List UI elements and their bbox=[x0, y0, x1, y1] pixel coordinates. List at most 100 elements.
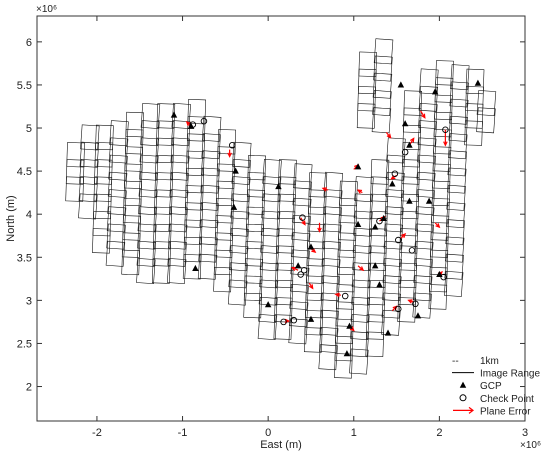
plane-error-arrowhead bbox=[435, 223, 441, 229]
legend-label-plane_error: Plane Error bbox=[480, 406, 531, 417]
gcp-point bbox=[397, 81, 405, 88]
image-range-frame bbox=[349, 331, 370, 358]
image-range-frame bbox=[259, 245, 280, 272]
image-range-frame bbox=[288, 301, 309, 328]
image-range-frame bbox=[358, 51, 378, 77]
y-axis-label: North (m) bbox=[5, 195, 17, 241]
image-range-frame bbox=[156, 120, 175, 146]
image-range-frame bbox=[371, 107, 392, 134]
image-range-frame bbox=[383, 240, 403, 267]
y-tick-label: 5 bbox=[26, 123, 32, 135]
image-range-frame bbox=[182, 254, 202, 280]
image-range-frame bbox=[121, 232, 141, 258]
image-range-frame bbox=[372, 72, 393, 99]
image-range-frame bbox=[214, 215, 234, 241]
image-range-frame bbox=[445, 202, 466, 228]
image-range-frame bbox=[417, 137, 437, 164]
image-range-frame bbox=[260, 210, 281, 237]
gcp-point bbox=[346, 322, 353, 329]
axis-ticks: -2 -1 0 1 2 3 2 2.5 3 3.5 4 4.5 5 5.5 6 bbox=[17, 16, 528, 439]
check-point bbox=[300, 266, 308, 274]
gcp-point bbox=[307, 243, 315, 250]
image-range-frame bbox=[450, 64, 470, 91]
image-range-frame bbox=[186, 133, 206, 159]
image-range-frame bbox=[166, 258, 187, 284]
plane-error-arrowhead bbox=[356, 189, 363, 194]
image-range-frame bbox=[137, 206, 158, 233]
image-range-frame bbox=[292, 197, 312, 224]
image-range-frame bbox=[428, 284, 448, 310]
image-range-frame bbox=[153, 206, 173, 232]
image-range-frame bbox=[155, 137, 175, 164]
image-range-frame bbox=[414, 223, 434, 250]
x-exponent-label: ×10⁶ bbox=[520, 440, 541, 451]
image-range-frame bbox=[244, 258, 263, 284]
image-range-frame bbox=[123, 180, 143, 207]
image-range-frame bbox=[373, 38, 394, 65]
image-range-frame bbox=[318, 344, 338, 371]
image-range-frame bbox=[152, 223, 172, 250]
image-range-frame bbox=[106, 223, 126, 250]
image-range-frame bbox=[465, 86, 484, 112]
image-range-frame bbox=[273, 314, 293, 340]
image-range-frame bbox=[412, 275, 433, 302]
image-range-frame bbox=[106, 206, 127, 233]
image-range-frame bbox=[449, 81, 469, 108]
legend-triangle-icon bbox=[459, 381, 467, 388]
image-range-frame bbox=[418, 103, 438, 129]
image-range-frame bbox=[432, 146, 452, 172]
image-range-frame bbox=[416, 171, 436, 198]
plane-error-arrowhead bbox=[311, 248, 317, 253]
gcp-point bbox=[354, 220, 362, 228]
legend-arrowhead-icon bbox=[468, 406, 474, 414]
check-point bbox=[408, 247, 416, 254]
image-range-frame bbox=[140, 103, 161, 129]
image-range-frame bbox=[136, 258, 156, 284]
gcp-point bbox=[307, 315, 315, 322]
image-range-frame bbox=[444, 253, 464, 280]
image-range-frame bbox=[291, 215, 311, 241]
image-range-frame bbox=[430, 232, 449, 258]
image-range-frame bbox=[415, 206, 435, 233]
check-point bbox=[280, 318, 287, 326]
image-range-frame bbox=[435, 60, 454, 86]
y-tick-label: 2.5 bbox=[17, 338, 32, 350]
image-range-frame bbox=[321, 258, 341, 284]
image-range-frame bbox=[289, 284, 309, 310]
image-range-frame bbox=[109, 120, 129, 147]
image-range-frame bbox=[365, 331, 385, 357]
x-axis-label: East (m) bbox=[260, 439, 302, 451]
image-range-frame bbox=[308, 189, 327, 215]
image-range-frame bbox=[246, 172, 266, 198]
y-exponent-label: ×10⁶ bbox=[36, 4, 57, 15]
image-range-frame bbox=[429, 266, 448, 293]
plane-error-arrowhead bbox=[334, 292, 340, 298]
image-range-frame bbox=[306, 241, 326, 267]
x-tick-label: 2 bbox=[436, 427, 442, 439]
image-range-frame bbox=[447, 150, 467, 177]
x-tick-label: 1 bbox=[351, 427, 357, 439]
plane-error-arrowhead bbox=[308, 284, 314, 290]
check-point bbox=[297, 271, 304, 278]
image-range-frame bbox=[449, 98, 469, 125]
gcp-point bbox=[294, 262, 302, 269]
image-range-frame bbox=[66, 142, 85, 168]
image-range-frame bbox=[288, 318, 308, 345]
image-range-frame bbox=[79, 159, 99, 185]
check-point bbox=[412, 300, 419, 308]
image-range-frame bbox=[334, 353, 353, 379]
plane-error-arrowhead bbox=[401, 233, 407, 238]
y-tick-label: 3 bbox=[26, 295, 32, 307]
image-range-frame bbox=[305, 275, 325, 301]
image-range-frame bbox=[261, 193, 281, 220]
image-range-frame bbox=[184, 202, 204, 228]
check-point bbox=[299, 214, 306, 221]
image-range-frame bbox=[276, 228, 295, 254]
image-range-frame bbox=[433, 111, 453, 138]
image-range-frame bbox=[215, 180, 235, 207]
image-range-frame bbox=[78, 193, 98, 220]
image-range-frame bbox=[262, 159, 282, 185]
image-range-frame bbox=[351, 262, 372, 289]
image-range-frame bbox=[183, 219, 203, 245]
